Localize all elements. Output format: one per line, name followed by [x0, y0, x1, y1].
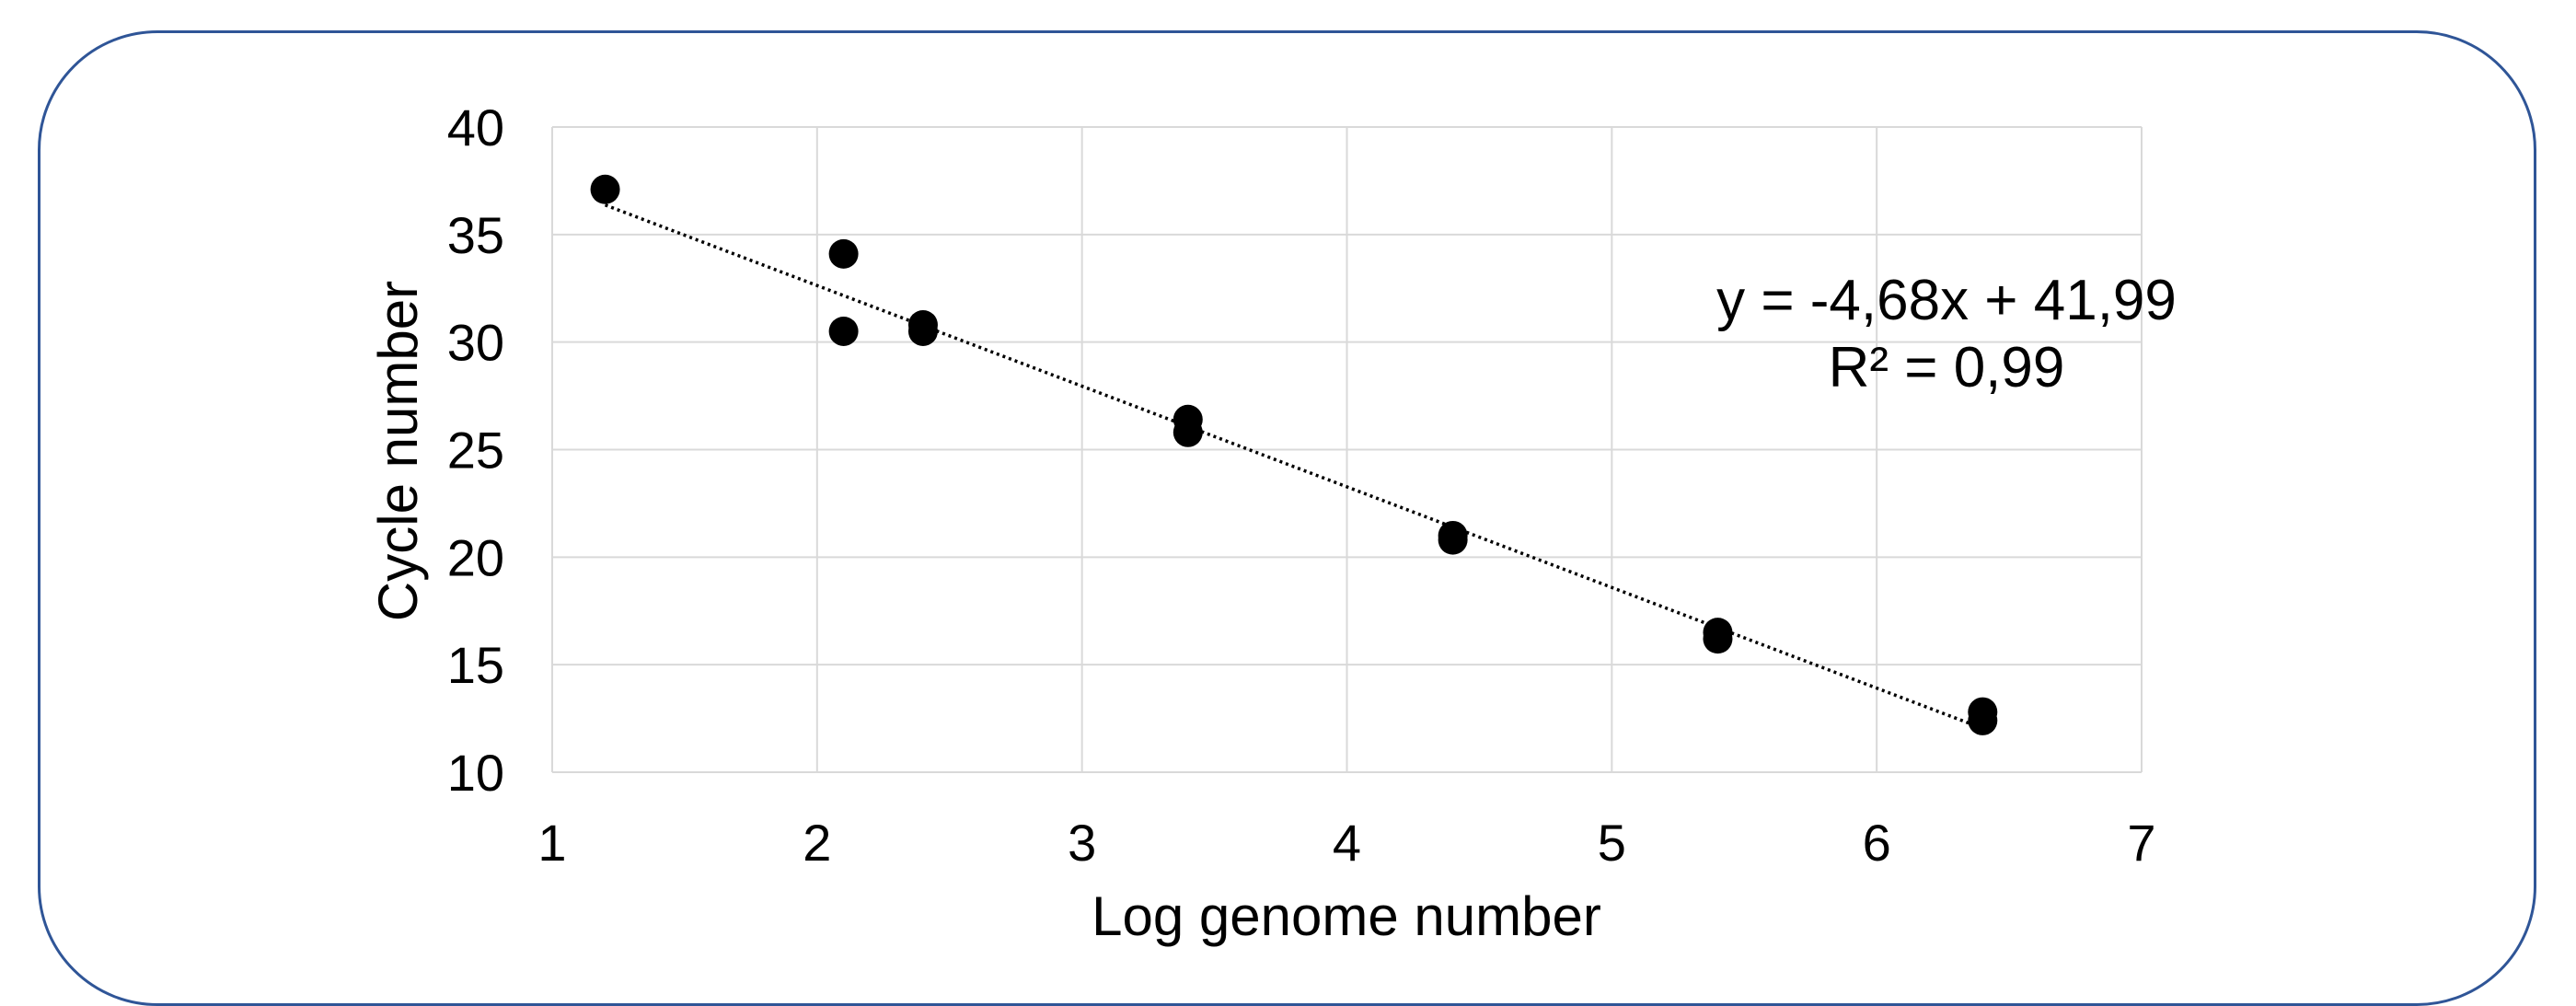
- scatter-chart: 10 15 20 25 30 35 40 1 2 3 4 5 6 7 Cycle number Log …: [367, 98, 2177, 947]
- x-tick-label: 4: [1333, 814, 1361, 872]
- data-point: [1172, 417, 1203, 447]
- x-tick-label: 1: [537, 814, 566, 872]
- trendline: [604, 203, 1983, 731]
- y-tick-label: 10: [447, 744, 504, 802]
- x-tick-label: 6: [1863, 814, 1891, 872]
- grid-lines: [551, 126, 2143, 773]
- x-tick-label: 7: [2127, 814, 2155, 872]
- data-point: [828, 316, 859, 346]
- x-tick-label: 5: [1598, 814, 1626, 872]
- r-squared-annotation: R² = 0,99: [1829, 336, 2065, 399]
- data-point: [907, 316, 938, 346]
- trendline-group: [604, 203, 1983, 731]
- x-tick-label: 3: [1068, 814, 1096, 872]
- data-point: [1968, 705, 1998, 735]
- data-point: [828, 238, 859, 269]
- y-tick-label: 40: [447, 98, 504, 156]
- data-point: [1438, 525, 1468, 555]
- data-point: [1703, 624, 1733, 654]
- data-points: [590, 174, 1998, 735]
- y-tick-label: 30: [447, 314, 504, 372]
- y-tick-label: 20: [447, 528, 504, 586]
- y-tick-label: 15: [447, 636, 504, 694]
- x-tick-label: 2: [803, 814, 831, 872]
- x-axis-title: Log genome number: [1092, 885, 1601, 947]
- x-tick-labels: 1 2 3 4 5 6 7: [537, 814, 2155, 872]
- equation-annotation: y = -4,68x + 41,99: [1716, 269, 2177, 332]
- y-axis-title: Cycle number: [367, 281, 429, 621]
- data-point: [590, 174, 620, 204]
- y-tick-label: 25: [447, 422, 504, 480]
- y-tick-labels: 10 15 20 25 30 35 40: [447, 98, 504, 802]
- y-tick-label: 35: [447, 206, 504, 264]
